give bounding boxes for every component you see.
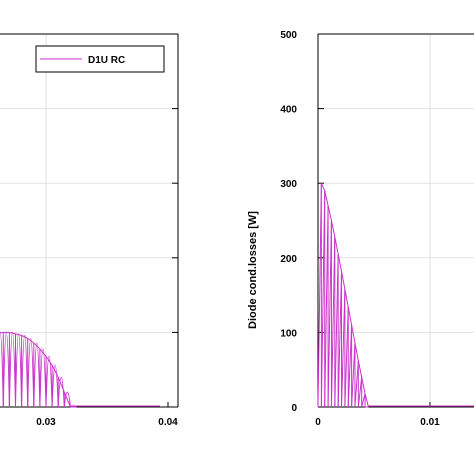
right-y-tick-label-2: 200 xyxy=(280,254,297,265)
right-spike-rise-7 xyxy=(341,289,346,408)
left-pulse-2 xyxy=(0,332,4,408)
left-pulse-10 xyxy=(45,355,53,408)
left-chart: 0.03 0.04 D1U RC xyxy=(0,33,179,428)
right-spike-rise-8 xyxy=(344,307,349,408)
right-spike-rise-12 xyxy=(357,377,363,408)
left-pulse-7 xyxy=(27,337,35,408)
right-y-tick-label-3: 300 xyxy=(280,179,297,190)
left-x-tick-label-1: 0.04 xyxy=(158,417,178,428)
right-x-tick-label-0: 0 xyxy=(315,417,321,428)
right-y-axis-label: Diode cond.losses [W] xyxy=(247,211,259,329)
left-pulse-6 xyxy=(21,334,29,408)
right-spike-rise-2 xyxy=(324,205,329,408)
left-series xyxy=(0,331,160,408)
right-plot-area xyxy=(318,34,474,407)
right-y-tick-label-0: 0 xyxy=(291,403,297,414)
left-envelope xyxy=(0,331,71,408)
right-y-tick-label-1: 100 xyxy=(280,328,297,339)
right-y-tick-label-5: 500 xyxy=(280,30,297,41)
left-grid xyxy=(0,34,178,407)
right-envelope xyxy=(320,182,369,408)
right-x-tick-label-1: 0.01 xyxy=(420,417,440,428)
right-spike-rise-0 xyxy=(317,183,322,408)
left-pulse-9 xyxy=(39,348,47,408)
right-x-tick-labels: 0 0.01 xyxy=(315,417,440,428)
right-spike-rise-13 xyxy=(361,393,366,408)
right-spike-rise-4 xyxy=(330,236,336,408)
right-spike-rise-1 xyxy=(320,190,326,408)
legend-label: D1U RC xyxy=(88,55,125,66)
left-pulse-11 xyxy=(51,365,59,408)
right-y-tick-labels: 0 100 200 300 400 500 xyxy=(280,30,297,414)
right-spike-rise-9 xyxy=(347,324,353,408)
left-pulse-12 xyxy=(57,376,65,408)
right-spike-rise-5 xyxy=(334,254,339,408)
left-pulse-8 xyxy=(33,342,41,408)
right-spike-rise-6 xyxy=(337,271,343,408)
right-series xyxy=(317,182,474,408)
left-plot-area xyxy=(0,34,178,407)
left-x-tick-label-0: 0.03 xyxy=(36,417,56,428)
left-pulse-13 xyxy=(63,391,71,408)
right-spike-rise-11 xyxy=(354,360,359,408)
right-spike-rise-10 xyxy=(351,342,356,408)
legend: D1U RC xyxy=(35,45,165,73)
left-x-tick-labels: 0.03 0.04 xyxy=(36,417,178,428)
right-spike-rise-3 xyxy=(327,220,332,408)
right-y-tick-label-4: 400 xyxy=(280,105,297,116)
